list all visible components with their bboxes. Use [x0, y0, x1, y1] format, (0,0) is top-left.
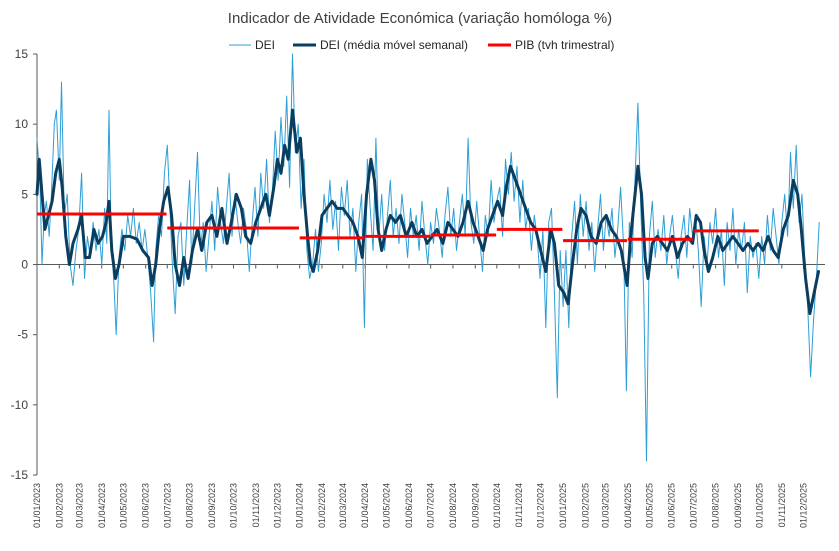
x-tick-label: 01/12/2023 [272, 483, 282, 528]
series-pib [37, 212, 759, 243]
x-tick-label: 01/10/2025 [755, 483, 765, 528]
x-tick-label: 01/02/2025 [580, 483, 590, 528]
x-tick-label: 01/04/2023 [97, 483, 107, 528]
x-tick-label: 01/12/2025 [798, 483, 808, 528]
x-tick-label: 01/11/2024 [514, 483, 524, 527]
x-tick-label: 01/02/2024 [317, 483, 327, 528]
y-tick-label: -10 [11, 398, 29, 412]
y-tick-label: 15 [15, 47, 29, 61]
x-tick-label: 01/03/2023 [74, 483, 84, 528]
x-tick-label: 01/05/2025 [644, 483, 654, 528]
x-tick-label: 01/04/2024 [360, 483, 370, 528]
y-tick-label: 0 [21, 258, 28, 272]
x-tick-label: 01/09/2024 [470, 483, 480, 528]
x-tick-label: 01/05/2023 [118, 483, 128, 528]
x-tick-label: 01/03/2025 [601, 483, 611, 528]
x-tick-label: 01/09/2025 [733, 483, 743, 528]
y-tick-label: -5 [17, 328, 28, 342]
y-tick-label: -15 [11, 468, 29, 482]
x-tick-label: 01/06/2025 [667, 483, 677, 528]
x-tick-label: 01/08/2023 [185, 483, 195, 528]
x-tick-label: 01/03/2024 [338, 483, 348, 528]
x-tick-label: 01/12/2024 [536, 483, 546, 528]
y-tick-label: 10 [15, 117, 29, 131]
x-tick-label: 01/10/2023 [228, 483, 238, 528]
legend-label: DEI (média móvel semanal) [320, 38, 468, 52]
y-axis: 15 10 5 0 -5 -10 -15 [11, 47, 38, 482]
x-tick-label: 01/11/2023 [251, 483, 261, 527]
x-tick-label: 01/07/2024 [426, 483, 436, 528]
x-tick-label: 01/01/2025 [558, 483, 568, 528]
x-axis: 01/01/2023 01/02/2023 01/03/2023 01/04/2023… [32, 264, 825, 528]
plot-area [35, 53, 820, 462]
chart-title: Indicador de Atividade Económica (variaç… [228, 10, 612, 27]
x-tick-label: 01/09/2023 [207, 483, 217, 528]
x-tick-label: 01/07/2025 [688, 483, 698, 528]
series-dei-line [36, 53, 820, 462]
x-tick-label: 01/06/2023 [141, 483, 151, 528]
legend-label: PIB (tvh trimestral) [515, 38, 614, 52]
legend: DEI DEI (média móvel semanal) PIB (tvh tri… [229, 38, 614, 52]
x-tick-label: 01/02/2023 [54, 483, 64, 528]
legend-label: DEI [255, 38, 275, 52]
x-tick-label: 01/05/2024 [382, 483, 392, 528]
x-tick-label: 01/07/2023 [162, 483, 172, 528]
y-tick-label: 5 [21, 187, 28, 201]
x-tick-label: 01/08/2025 [711, 483, 721, 528]
x-tick-label: 01/10/2024 [492, 483, 502, 528]
x-tick-label: 01/11/2025 [777, 483, 787, 527]
series-dei-moving-average-line [35, 108, 820, 316]
x-tick-label: 01/06/2024 [404, 483, 414, 528]
x-tick-label: 01/08/2024 [448, 483, 458, 528]
x-tick-label: 01/01/2024 [295, 483, 305, 528]
x-tick-label: 01/04/2025 [623, 483, 633, 528]
x-tick-label: 01/01/2023 [32, 483, 42, 528]
